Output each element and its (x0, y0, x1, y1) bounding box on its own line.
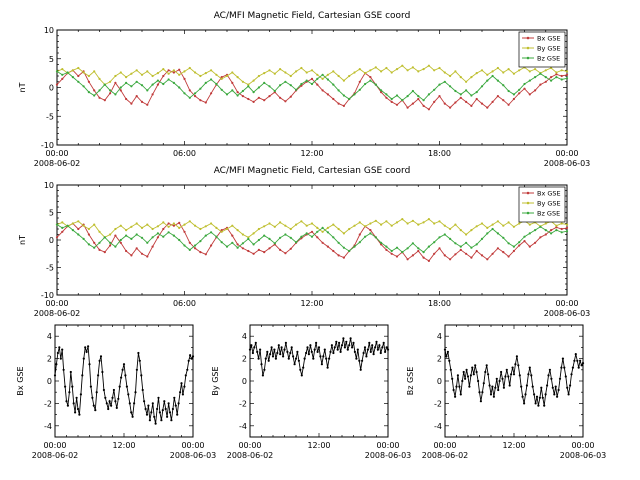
svg-text:2008-06-02: 2008-06-02 (227, 451, 274, 460)
svg-text:2008-06-02: 2008-06-02 (34, 309, 81, 318)
svg-text:06:00: 06:00 (173, 299, 196, 308)
svg-text:00:00: 00:00 (376, 441, 399, 450)
svg-text:18:00: 18:00 (428, 149, 451, 158)
svg-text:00:00: 00:00 (571, 441, 594, 450)
svg-text:-5: -5 (46, 264, 54, 273)
svg-text:Bz GSE: Bz GSE (537, 210, 560, 218)
svg-text:2008-06-02: 2008-06-02 (34, 159, 81, 168)
svg-text:12:00: 12:00 (300, 149, 323, 158)
svg-text:Bx GSE: Bx GSE (16, 366, 25, 395)
svg-text:2008-06-03: 2008-06-03 (170, 451, 217, 460)
svg-text:By GSE: By GSE (537, 45, 561, 53)
svg-text:18:00: 18:00 (428, 299, 451, 308)
svg-text:2: 2 (437, 355, 442, 364)
svg-text:2008-06-03: 2008-06-03 (544, 159, 591, 168)
svg-text:06:00: 06:00 (173, 149, 196, 158)
svg-text:0: 0 (49, 236, 54, 245)
svg-text:0: 0 (242, 377, 247, 386)
svg-text:5: 5 (49, 209, 54, 218)
svg-text:12:00: 12:00 (112, 441, 135, 450)
svg-text:-10: -10 (41, 291, 54, 300)
svg-text:Bx GSE: Bx GSE (537, 190, 561, 198)
svg-text:0: 0 (437, 377, 442, 386)
svg-text:00:00: 00:00 (555, 149, 578, 158)
svg-text:12:00: 12:00 (300, 299, 323, 308)
svg-text:-2: -2 (44, 399, 52, 408)
svg-text:-4: -4 (239, 422, 247, 431)
svg-text:4: 4 (242, 332, 247, 341)
svg-text:12:00: 12:00 (502, 441, 525, 450)
svg-text:00:00: 00:00 (45, 299, 68, 308)
svg-text:2: 2 (242, 355, 247, 364)
svg-text:By GSE: By GSE (537, 200, 561, 208)
svg-text:12:00: 12:00 (307, 441, 330, 450)
svg-text:2008-06-03: 2008-06-03 (560, 451, 607, 460)
svg-text:5: 5 (49, 55, 54, 64)
svg-text:Bz GSE: Bz GSE (537, 55, 560, 63)
svg-text:Bz GSE: Bz GSE (406, 367, 415, 396)
svg-text:By GSE: By GSE (211, 366, 220, 395)
svg-text:nT: nT (18, 82, 27, 92)
svg-text:2008-06-03: 2008-06-03 (544, 309, 591, 318)
svg-text:2008-06-02: 2008-06-02 (32, 451, 79, 460)
svg-text:2008-06-02: 2008-06-02 (422, 451, 469, 460)
svg-text:0: 0 (47, 377, 52, 386)
svg-text:00:00: 00:00 (181, 441, 204, 450)
svg-text:-10: -10 (41, 141, 54, 150)
svg-text:2: 2 (47, 355, 52, 364)
svg-text:00:00: 00:00 (45, 149, 68, 158)
svg-text:00:00: 00:00 (433, 441, 456, 450)
svg-text:10: 10 (44, 26, 54, 35)
svg-text:-5: -5 (46, 112, 54, 121)
svg-text:2008-06-03: 2008-06-03 (365, 451, 412, 460)
svg-text:4: 4 (47, 332, 52, 341)
svg-text:00:00: 00:00 (555, 299, 578, 308)
svg-text:0: 0 (49, 84, 54, 93)
chart-title-middle: AC/MFI Magnetic Field, Cartesian GSE coo… (213, 166, 411, 176)
svg-text:-2: -2 (239, 399, 247, 408)
chart-title-top: AC/MFI Magnetic Field, Cartesian GSE coo… (213, 11, 411, 21)
svg-text:10: 10 (44, 181, 54, 190)
svg-text:00:00: 00:00 (238, 441, 261, 450)
svg-text:nT: nT (18, 235, 27, 245)
svg-text:4: 4 (437, 332, 442, 341)
svg-text:Bx GSE: Bx GSE (537, 35, 561, 43)
svg-text:-2: -2 (434, 399, 442, 408)
svg-text:-4: -4 (44, 422, 52, 431)
svg-text:-4: -4 (434, 422, 442, 431)
svg-text:00:00: 00:00 (43, 441, 66, 450)
